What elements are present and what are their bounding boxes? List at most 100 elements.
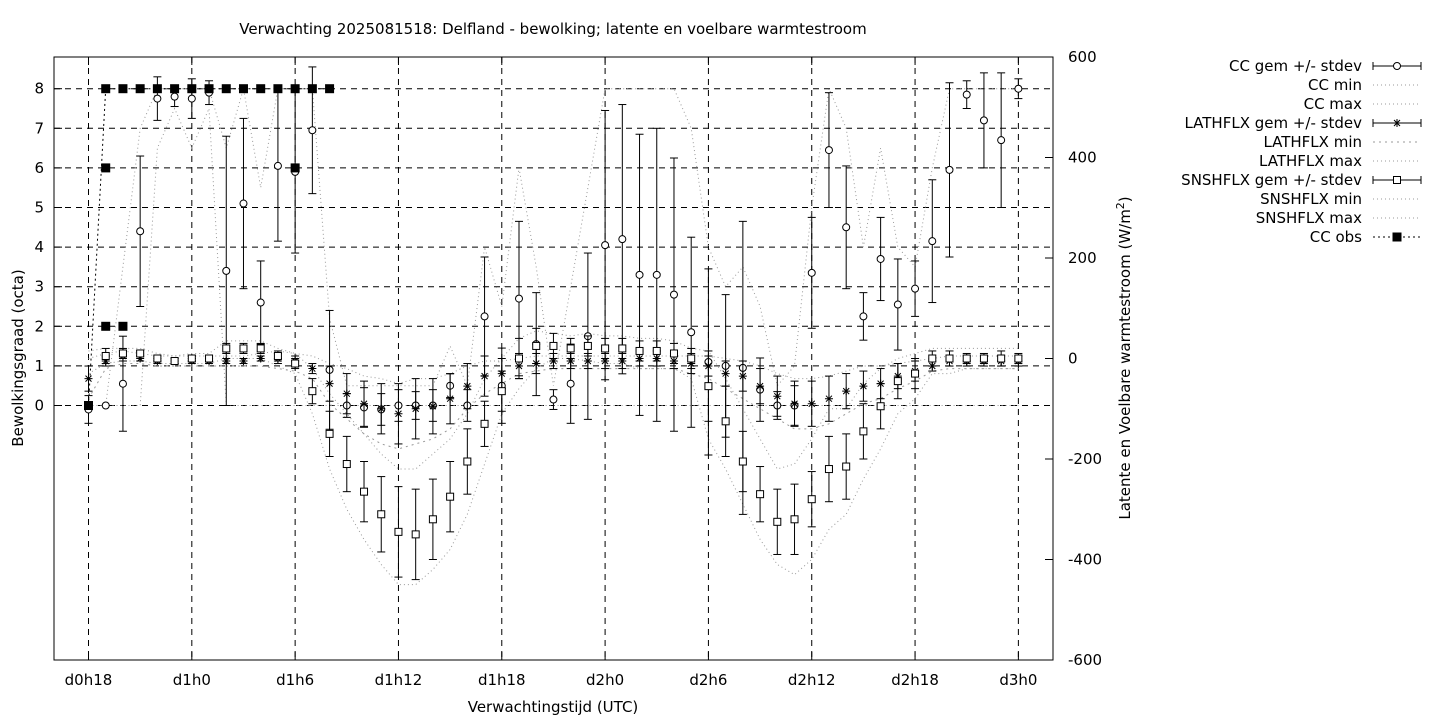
snshflx-mean-point — [532, 341, 541, 350]
snshflx-mean-point — [704, 382, 713, 391]
snshflx-mean-point — [256, 344, 265, 353]
cc-obs-point — [273, 84, 283, 94]
y-tick-label: 3 — [34, 278, 44, 296]
snshflx-mean-point — [618, 344, 627, 353]
legend-label: SNSHFLX min — [1260, 190, 1362, 208]
snshflx-mean-point — [566, 344, 575, 353]
cc-obs-point — [84, 401, 93, 410]
lathflx-mean-point — [136, 354, 145, 363]
cc-mean-point — [308, 126, 317, 135]
snshflx-mean-point — [239, 344, 248, 353]
x-tick-label: d2h0 — [586, 671, 624, 689]
cc-obs-point — [256, 84, 266, 94]
cc-mean-point — [824, 146, 833, 155]
cc-obs-point — [290, 84, 300, 94]
x-tick-label: d1h6 — [276, 671, 314, 689]
lathflx-mean-point — [308, 364, 317, 373]
legend-label: LATHFLX min — [1263, 133, 1362, 151]
snshflx-mean-point — [997, 354, 1006, 363]
snshflx-mean-point — [842, 462, 851, 471]
cc-mean-point — [187, 94, 196, 103]
snshflx-mean-point — [979, 354, 988, 363]
legend-label: LATHFLX max — [1259, 152, 1362, 170]
snshflx-mean-point — [807, 495, 816, 504]
x-tick-label: d3h0 — [999, 671, 1037, 689]
cc-mean-point — [687, 328, 696, 337]
cc-mean-point — [945, 165, 954, 174]
snshflx-mean-point — [446, 492, 455, 501]
cc-mean-point — [118, 379, 127, 388]
snshflx-mean-point — [497, 387, 506, 396]
cc-obs-point — [221, 84, 231, 94]
cc-mean-point — [893, 300, 902, 309]
snshflx-mean-point — [136, 349, 145, 358]
snshflx-mean-point — [635, 346, 644, 355]
lathflx-mean-point — [824, 394, 833, 403]
cc-obs-point — [204, 84, 214, 94]
cc-mean-point — [566, 379, 575, 388]
y-tick-label: 1 — [34, 357, 44, 375]
plot-area — [84, 66, 1023, 586]
cc-mean-point — [273, 161, 282, 170]
lathflx-mean-point — [738, 372, 747, 381]
legend-marker — [1393, 176, 1401, 184]
x-tick-label: d2h12 — [788, 671, 836, 689]
lathflx-mean-point — [394, 409, 403, 418]
cc-mean-point — [515, 294, 523, 303]
snshflx-mean-point — [876, 402, 885, 411]
cc-mean-point — [997, 136, 1006, 145]
snshflx-mean-point — [652, 346, 661, 355]
cc-mean-point — [842, 223, 851, 232]
snshflx-mean-point — [360, 487, 369, 496]
y-tick-label: 2 — [34, 317, 44, 335]
y2-tick-label: 200 — [1068, 249, 1097, 267]
snshflx-mean-point — [377, 510, 386, 519]
cc-obs-point — [152, 84, 162, 94]
cc-obs-point — [290, 163, 300, 173]
lathflx-mean-point — [360, 399, 369, 408]
x-tick-label: d0h18 — [65, 671, 113, 689]
y2-tick-label: -400 — [1068, 551, 1102, 569]
y2-label-sup: 2 — [1114, 202, 1127, 209]
lathflx-mean-point — [222, 357, 231, 366]
snshflx-mean-point — [463, 457, 472, 466]
lathflx-mean-point — [549, 357, 558, 366]
cc-mean-point — [669, 290, 678, 299]
snshflx-mean-point — [118, 349, 127, 358]
y2-axis-label: Latente en Voelbare warmtestroom (W/m2) — [1114, 196, 1134, 519]
lathflx-mean-point — [239, 357, 248, 366]
snshflx-mean-point — [480, 419, 489, 428]
cc-mean-point — [136, 227, 145, 236]
legend-label: CC obs — [1310, 228, 1362, 246]
snshflx-mean-point — [756, 490, 765, 499]
cc-obs-point — [170, 84, 180, 94]
lathflx-mean-point — [325, 379, 334, 388]
lathflx-mean-point — [790, 399, 799, 408]
y2-tick-label: 0 — [1068, 350, 1078, 368]
lathflx-mean-point — [756, 382, 765, 391]
snshflx-mean-point — [101, 351, 110, 360]
legend-marker — [1393, 119, 1401, 127]
y-tick-label: 7 — [34, 119, 44, 137]
cc-obs-point — [135, 84, 145, 94]
lathflx-mean-point — [721, 369, 730, 378]
cc-obs-point — [325, 84, 335, 94]
y2-tick-label: 400 — [1068, 149, 1097, 167]
cc-mean-point — [979, 116, 988, 125]
snshflx-mean-point — [515, 354, 523, 363]
y2-tick-label: 600 — [1068, 48, 1097, 66]
cc-mean-point — [1014, 84, 1023, 93]
cc-mean-point — [859, 312, 868, 321]
lathflx-mean-point — [428, 402, 437, 411]
snshflx-mean-point — [962, 354, 971, 363]
y-tick-label: 6 — [34, 159, 44, 177]
cc-mean-point — [618, 235, 627, 244]
cc-mean-point — [239, 199, 248, 208]
lathflx-mean-point — [773, 392, 782, 401]
snshflx-mean-point — [893, 377, 902, 386]
snshflx-mean-point — [773, 517, 782, 526]
lathflx-mean-point — [618, 357, 627, 366]
x-axis-label: Verwachtingstijd (UTC) — [468, 698, 639, 716]
cc-obs-point — [118, 321, 128, 331]
